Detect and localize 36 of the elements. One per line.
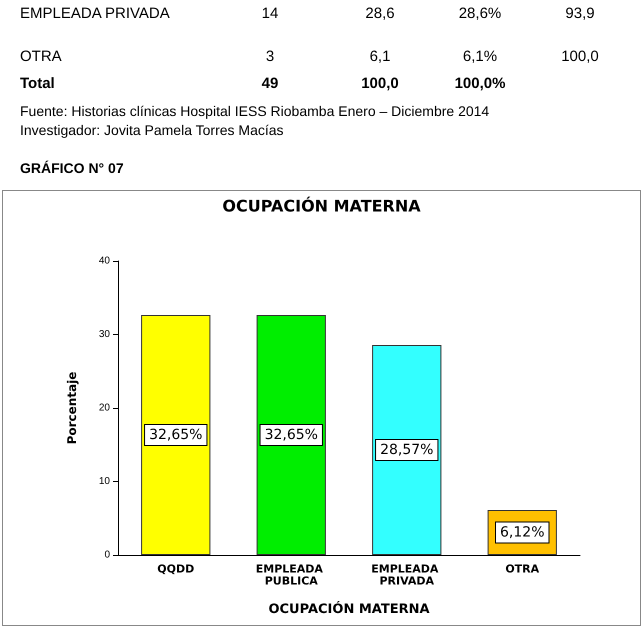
chart-title: OCUPACIÓN MATERNA xyxy=(222,196,422,216)
data-label: 32,65% xyxy=(264,427,318,444)
bar xyxy=(256,315,326,555)
source-note: Fuente: Historias clínicas Hospital IESS Riobamba Enero – Diciembre 2014 xyxy=(20,103,490,119)
text: 14 xyxy=(260,5,280,22)
y-tick-label: 30 xyxy=(98,329,110,340)
x-tick-label: EMPLEADA PRIVADA xyxy=(371,562,442,588)
bar xyxy=(141,315,210,555)
text: 28,6% xyxy=(458,5,502,22)
text: 100,0 xyxy=(360,75,400,92)
bar xyxy=(372,345,442,555)
y-tick-label: 20 xyxy=(98,402,110,414)
y-tick-label: 10 xyxy=(98,476,110,487)
text: EMPLEADA PRIVADA xyxy=(20,5,170,22)
x-tick-label: QQDD xyxy=(157,562,194,576)
text: 28,6 xyxy=(364,5,396,22)
text: 6,1% xyxy=(462,48,498,65)
x-axis-title: OCUPACIÓN MATERNA xyxy=(268,600,430,617)
text: 93,9 xyxy=(564,5,596,22)
data-label: 6,12% xyxy=(500,524,544,541)
text: 100,0 xyxy=(560,48,600,65)
text: GRÁFICO N° 07 xyxy=(20,160,124,176)
text: 3 xyxy=(264,48,276,65)
text: 100,0% xyxy=(454,75,506,92)
text: Investigador: Jovita Pamela Torres Macías xyxy=(20,122,284,138)
x-tick-label: EMPLEADA PUBLICA xyxy=(256,562,327,588)
data-label: 28,57% xyxy=(380,442,434,458)
text: Total xyxy=(20,75,56,92)
text: 6,1 xyxy=(368,48,392,65)
text: 49 xyxy=(260,75,280,92)
y-axis-title: Porcentaje xyxy=(65,372,79,444)
x-tick-label: OTRA xyxy=(505,562,540,576)
text: OTRA xyxy=(20,48,63,65)
y-tick-label: 40 xyxy=(98,256,110,266)
data-label: 32,65% xyxy=(149,427,202,444)
y-tick-label: 0 xyxy=(104,550,110,560)
